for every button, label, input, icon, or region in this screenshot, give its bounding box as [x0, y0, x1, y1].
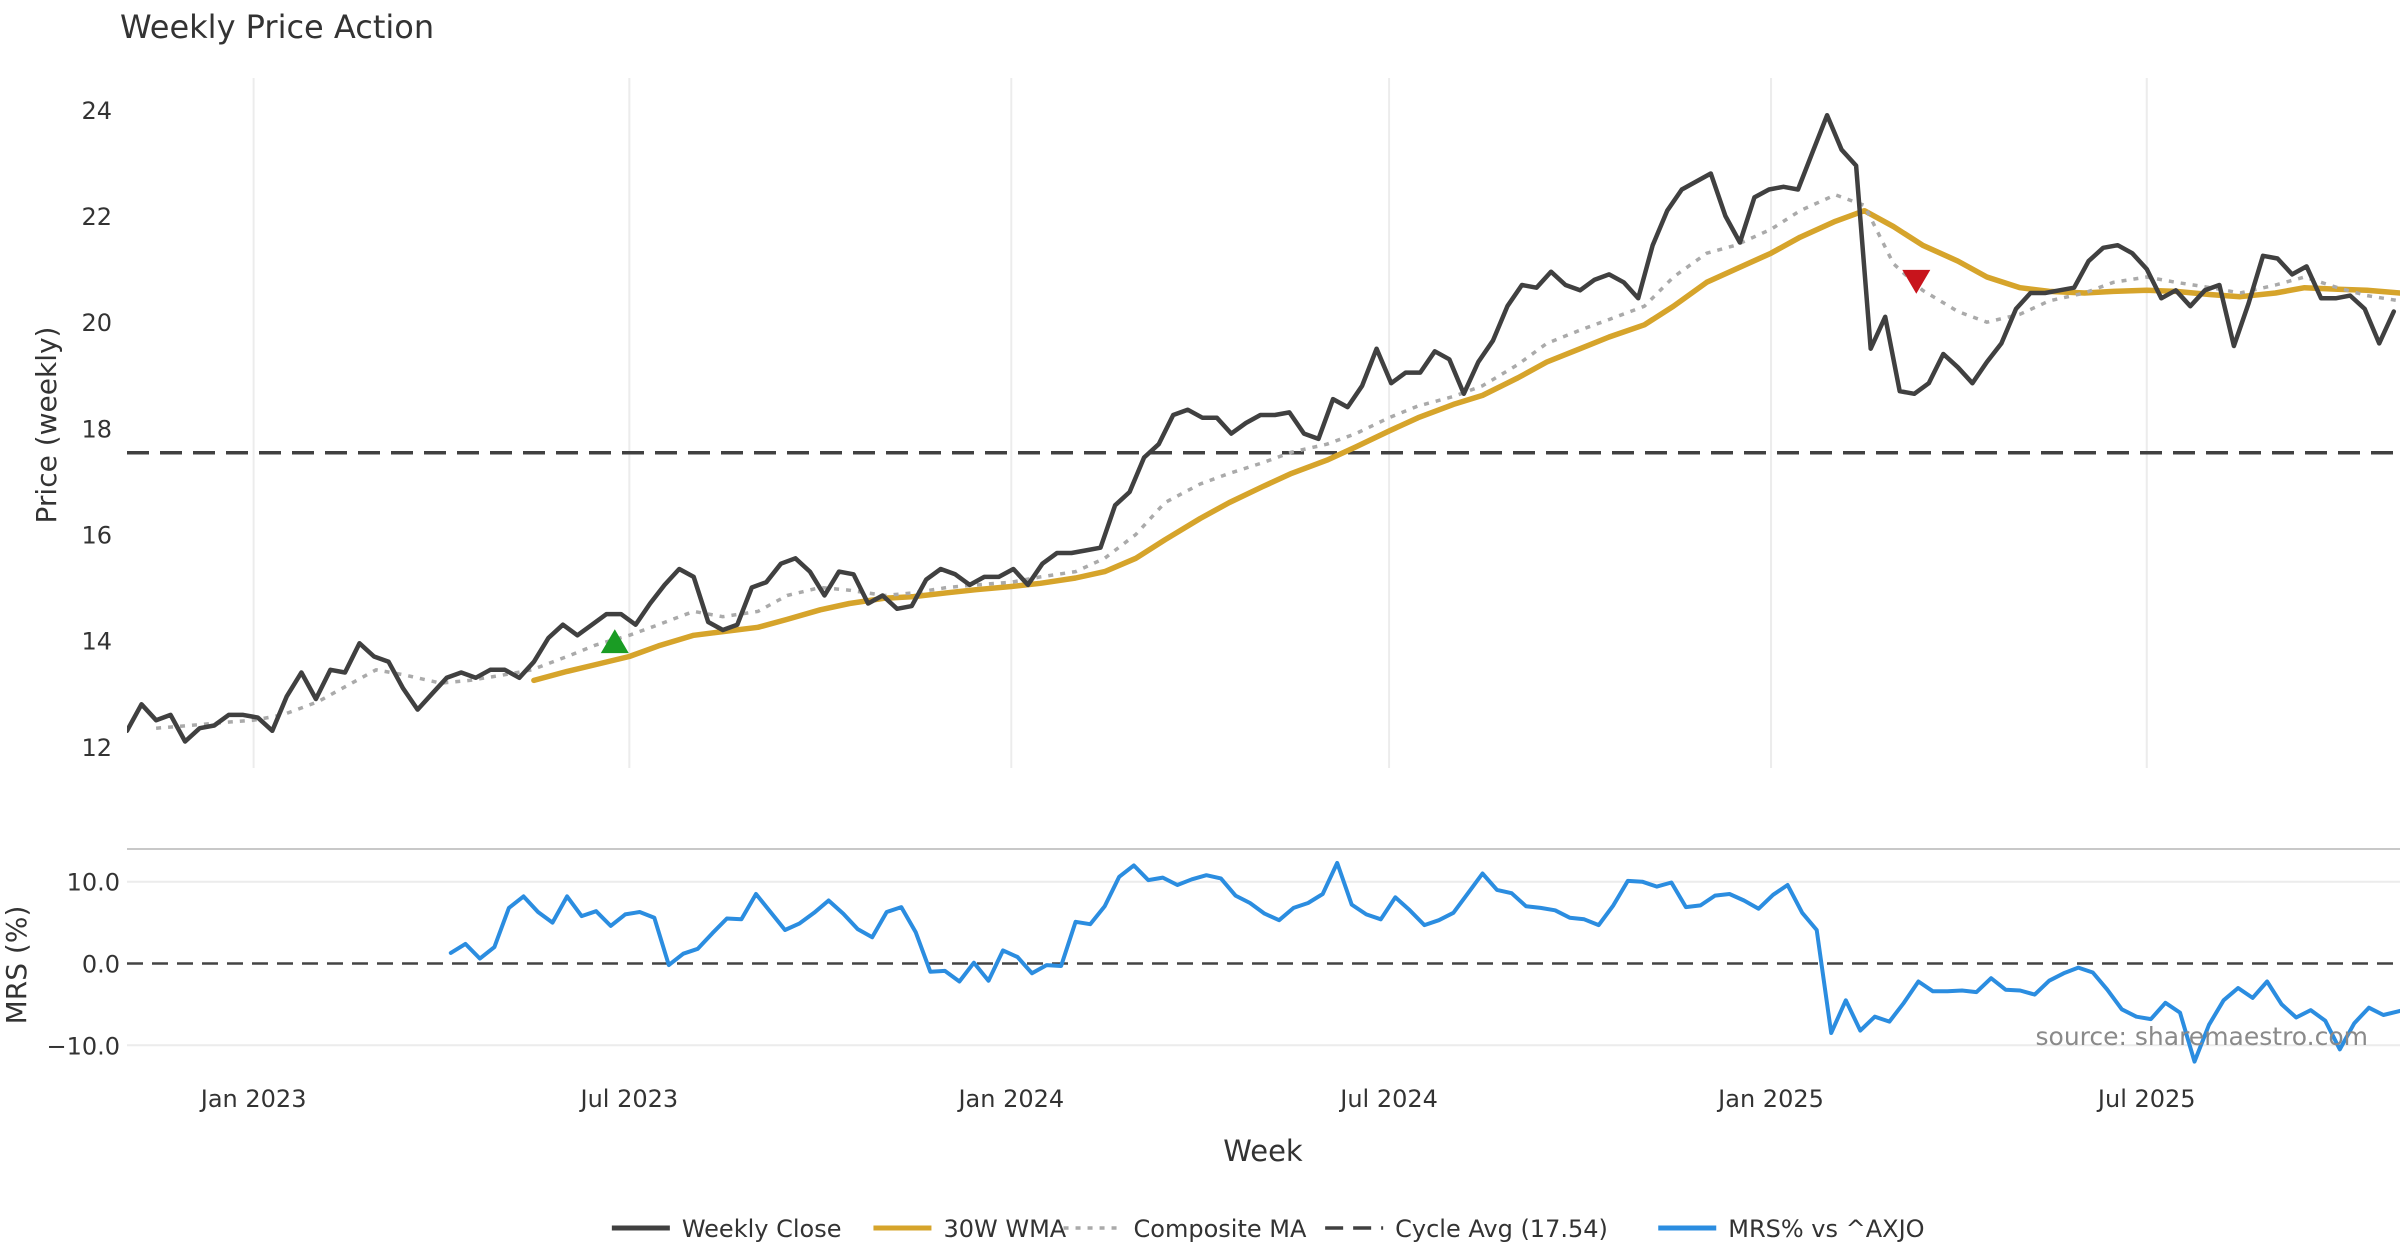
legend-label: Composite MA: [1134, 1215, 1307, 1243]
price-y-tick-label: 12: [81, 734, 112, 762]
x-tick-label: Jul 2024: [1338, 1085, 1438, 1113]
mrs-y-tick-label: 10.0: [67, 869, 120, 897]
series-line-weekly-close: [127, 112, 2397, 744]
x-ticks: Jan 2023 Jul 2023 Jan 2024 Jul 2024 Jan 2025…: [199, 1085, 2196, 1113]
price-y-tick-label: 20: [81, 309, 112, 337]
signal-markers: [600, 269, 1931, 654]
price-y-tick-label: 14: [81, 628, 112, 656]
legend: Weekly Close 30W WMA Composite MA Cycle Avg…: [611, 1215, 1925, 1243]
x-tick-label: Jan 2023: [199, 1085, 307, 1113]
legend-item-composite-ma: Composite MA: [1063, 1215, 1307, 1243]
x-tick-label: Jan 2024: [956, 1085, 1064, 1113]
x-tick-label: Jan 2025: [1716, 1085, 1824, 1113]
legend-label: Weekly Close: [682, 1215, 842, 1243]
legend-label: Cycle Avg (17.54): [1395, 1215, 1608, 1243]
sell-signal-marker: [1902, 269, 1931, 294]
price-series-group: [127, 112, 2400, 744]
mrs-y-ticks: 10.0 0.0 −10.0: [46, 869, 120, 1061]
price-y-tick-label: 22: [81, 203, 112, 231]
price-grid: [252, 78, 2148, 768]
legend-item-30w-wma: 30W WMA: [873, 1215, 1067, 1243]
legend-label: 30W WMA: [943, 1215, 1066, 1243]
mrs-y-tick-label: 0.0: [82, 951, 120, 979]
series-line-composite-ma: [155, 193, 2400, 730]
series-line-mrs-vs-axjo: [448, 860, 2400, 1064]
legend-item-mrs-vs-axjo: MRS% vs ^AXJO: [1658, 1215, 1925, 1243]
legend-label: MRS% vs ^AXJO: [1728, 1215, 1924, 1243]
chart-title: Weekly Price Action: [120, 8, 434, 46]
price-y-ticks: 12 14 16 18 20 22 24: [81, 97, 112, 762]
series-line-30w-wma: [531, 207, 2400, 684]
source-annotation: source: sharemaestro.com: [2036, 1022, 2369, 1051]
mrs-grid: [127, 880, 2400, 1047]
mrs-y-tick-label: −10.0: [46, 1032, 120, 1060]
mrs-y-axis-label: MRS (%): [0, 906, 33, 1025]
x-tick-label: Jul 2025: [2096, 1085, 2196, 1113]
buy-signal-marker: [600, 629, 629, 654]
price-y-tick-label: 24: [81, 97, 112, 125]
price-y-axis-label: Price (weekly): [30, 327, 63, 524]
legend-item-weekly-close: Weekly Close: [611, 1215, 842, 1243]
price-y-tick-label: 18: [81, 415, 112, 443]
x-tick-label: Jul 2023: [579, 1085, 679, 1113]
price-y-tick-label: 16: [81, 521, 112, 549]
mrs-series-group: [448, 860, 2400, 1064]
x-axis-label: Week: [1223, 1134, 1303, 1168]
legend-item-cycle-avg-17-54: Cycle Avg (17.54): [1325, 1215, 1608, 1243]
